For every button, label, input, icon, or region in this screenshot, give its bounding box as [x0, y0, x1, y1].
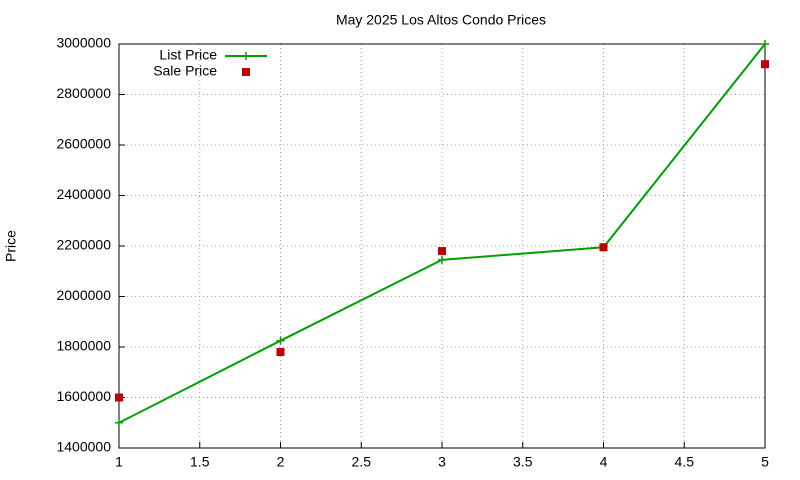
y-tick-label: 2200000 — [56, 237, 111, 253]
y-tick-label: 1400000 — [56, 439, 111, 455]
data-point — [438, 247, 446, 256]
y-tick-label: 1600000 — [56, 388, 111, 404]
plot-frame — [118, 43, 766, 449]
data-point — [276, 336, 285, 345]
y-tick-label: 2800000 — [56, 85, 111, 101]
x-tick-label: 1.5 — [190, 454, 210, 470]
chart-title: May 2025 Los Altos Condo Prices — [336, 12, 546, 28]
x-tick-label: 3 — [438, 454, 446, 470]
data-point — [115, 393, 123, 402]
x-tick-label: 4 — [600, 454, 608, 470]
y-tick-label: 2400000 — [56, 186, 111, 202]
x-tick-label: 2.5 — [352, 454, 372, 470]
y-tick-label: 2600000 — [56, 136, 111, 152]
data-point — [276, 348, 285, 357]
x-tick-label: 5 — [761, 454, 769, 470]
y-tick-label: 2000000 — [56, 287, 111, 303]
x-tick-label: 4.5 — [675, 454, 695, 470]
data-point — [761, 60, 769, 69]
legend-marker — [242, 68, 250, 76]
data-point — [115, 418, 123, 427]
x-tick-label: 1 — [115, 454, 123, 470]
y-axis-label: Price — [3, 230, 19, 262]
y-tick-label: 1800000 — [56, 338, 111, 354]
legend-label: Sale Price — [153, 63, 217, 79]
legend-marker — [242, 52, 250, 60]
legend-label: List Price — [159, 47, 217, 63]
data-point — [599, 243, 608, 252]
data-point — [761, 40, 769, 48]
data-point — [438, 255, 446, 264]
x-tick-label: 3.5 — [513, 454, 533, 470]
x-tick-label: 2 — [277, 454, 285, 470]
y-tick-label: 3000000 — [56, 35, 111, 51]
